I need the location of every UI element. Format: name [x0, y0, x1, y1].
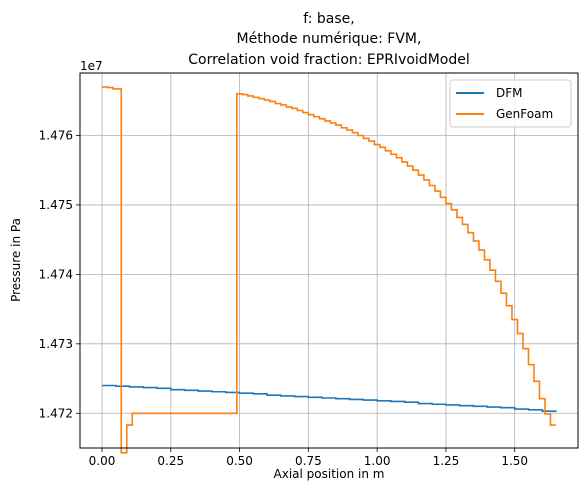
series-line-genfoam — [102, 86, 556, 454]
x-tick-label: 0.00 — [89, 454, 116, 468]
x-tick-label: 0.50 — [226, 454, 253, 468]
x-axis-label: Axial position in m — [274, 467, 385, 481]
x-axis-ticks: 0.00 0.25 0.50 0.75 1.00 1.25 1.50 — [89, 448, 528, 468]
legend: DFM GenFoam — [449, 79, 572, 128]
y-offset-label: 1e7 — [80, 59, 103, 73]
x-tick-label: 0.75 — [295, 454, 322, 468]
grid — [80, 73, 578, 448]
y-tick-label: 1.473 — [39, 337, 73, 351]
y-tick-label: 1.475 — [39, 198, 73, 212]
x-tick-label: 1.00 — [364, 454, 391, 468]
y-tick-label: 1.476 — [39, 129, 73, 143]
x-tick-label: 1.25 — [433, 454, 460, 468]
x-tick-label: 0.25 — [157, 454, 184, 468]
legend-box — [449, 79, 572, 128]
plot-area — [102, 86, 557, 454]
legend-label-genfoam: GenFoam — [496, 107, 553, 121]
title-line-1: f: base, — [303, 11, 354, 27]
legend-label-dfm: DFM — [496, 86, 523, 100]
title-line-2: Méthode numérique: FVM, — [237, 31, 422, 47]
y-tick-label: 1.472 — [39, 406, 73, 420]
plot-frame — [79, 72, 579, 449]
y-axis-ticks: 1.472 1.473 1.474 1.475 1.476 — [39, 129, 80, 420]
chart-title: f: base, Méthode numérique: FVM, Correla… — [188, 11, 469, 68]
y-axis-label: Pressure in Pa — [9, 218, 23, 302]
x-tick-label: 1.50 — [501, 454, 528, 468]
y-tick-label: 1.474 — [39, 267, 73, 281]
series-line-dfm — [102, 384, 557, 412]
title-line-3: Correlation void fraction: EPRIvoidModel — [188, 52, 469, 68]
